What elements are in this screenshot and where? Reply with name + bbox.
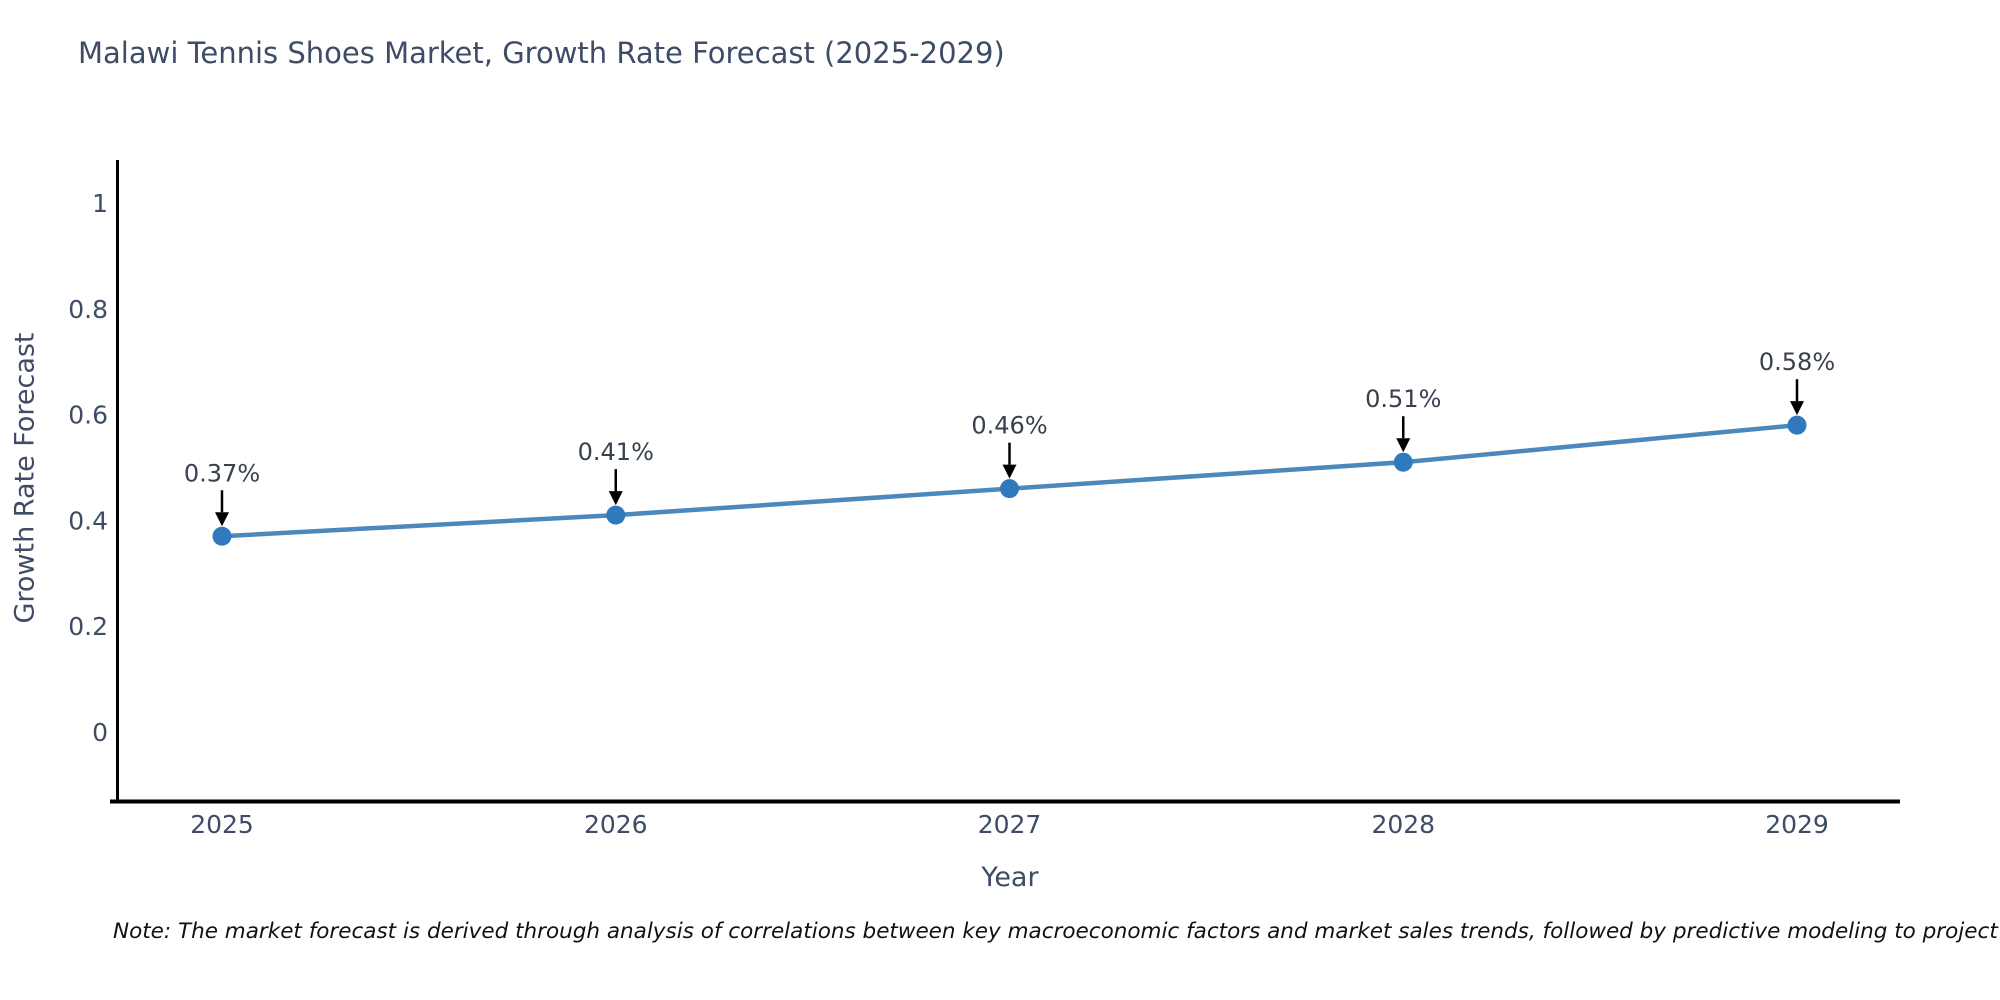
x-tick-label: 2029 xyxy=(1765,810,1829,839)
y-tick-label: 0 xyxy=(92,718,108,747)
data-point-marker xyxy=(606,505,626,525)
annotation-arrow-head xyxy=(1790,401,1804,416)
y-tick-label: 0.4 xyxy=(68,506,108,535)
data-point-marker xyxy=(1000,479,1019,499)
y-tick-label: 1 xyxy=(92,189,108,218)
annotation-arrow-head xyxy=(1002,464,1017,479)
data-point-marker xyxy=(212,526,232,546)
y-tick-label: 0.6 xyxy=(68,401,108,430)
data-point-marker xyxy=(1787,415,1807,435)
x-tick-label: 2026 xyxy=(584,810,648,839)
data-point-label: 0.46% xyxy=(971,412,1047,440)
x-tick-label: 2028 xyxy=(1371,810,1435,839)
y-tick-label: 0.2 xyxy=(68,612,108,641)
x-tick-label: 2027 xyxy=(978,810,1042,839)
footnote: Note: The market forecast is derived thr… xyxy=(113,919,2000,944)
data-point-label: 0.37% xyxy=(184,459,260,487)
x-tick-label: 2025 xyxy=(190,810,254,839)
data-point-label: 0.41% xyxy=(578,438,654,466)
annotation-arrow-head xyxy=(215,512,229,527)
data-point-marker xyxy=(1393,452,1413,472)
annotation-arrow-head xyxy=(1396,438,1411,453)
x-axis-title: Year xyxy=(981,862,1039,893)
chart-title: Malawi Tennis Shoes Market, Growth Rate … xyxy=(78,36,1005,70)
data-point-label: 0.51% xyxy=(1365,385,1441,413)
y-tick-label: 0.8 xyxy=(68,295,108,324)
data-point-label: 0.58% xyxy=(1759,348,1835,376)
annotation-arrow-head xyxy=(608,491,623,506)
